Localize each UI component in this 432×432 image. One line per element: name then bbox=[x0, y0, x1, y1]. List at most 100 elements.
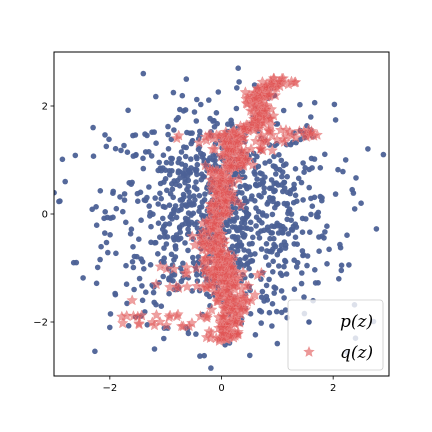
p-point bbox=[201, 352, 207, 359]
q-point bbox=[210, 229, 222, 241]
x-tick-label: −2 bbox=[102, 383, 117, 394]
p-point bbox=[249, 193, 255, 199]
q-point bbox=[168, 263, 180, 274]
p-point bbox=[107, 232, 113, 238]
p-point bbox=[164, 187, 170, 194]
p-point bbox=[351, 206, 358, 212]
p-point bbox=[213, 110, 220, 116]
p-point bbox=[276, 263, 282, 269]
p-point bbox=[212, 141, 219, 147]
p-point bbox=[80, 275, 86, 281]
q-point bbox=[224, 135, 236, 147]
p-point bbox=[269, 301, 276, 307]
p-point bbox=[294, 259, 301, 266]
p-point bbox=[182, 162, 189, 169]
p-point bbox=[136, 275, 143, 282]
p-point bbox=[194, 272, 200, 278]
p-point bbox=[165, 131, 171, 138]
p-point bbox=[161, 245, 167, 251]
q-point bbox=[154, 260, 167, 272]
q-point bbox=[240, 279, 252, 291]
p-point bbox=[168, 160, 175, 166]
p-point bbox=[223, 219, 229, 225]
y-tick-label: 2 bbox=[42, 102, 48, 113]
p-point bbox=[130, 244, 136, 250]
p-point bbox=[185, 226, 191, 232]
p-point bbox=[179, 196, 185, 203]
p-point bbox=[249, 258, 256, 264]
p-point bbox=[155, 220, 162, 226]
p-point bbox=[167, 214, 173, 220]
p-point bbox=[110, 214, 116, 221]
q-point bbox=[261, 134, 273, 146]
q-point bbox=[245, 143, 257, 154]
p-point bbox=[191, 184, 198, 190]
p-point bbox=[90, 124, 96, 131]
p-point bbox=[162, 204, 168, 210]
q-point bbox=[226, 260, 238, 272]
p-point bbox=[191, 193, 197, 199]
q-point bbox=[273, 75, 285, 87]
p-point bbox=[93, 280, 100, 287]
p-point bbox=[191, 109, 198, 115]
p-point bbox=[113, 250, 119, 257]
p-point bbox=[194, 219, 200, 226]
p-point bbox=[130, 153, 137, 159]
p-point bbox=[283, 161, 289, 167]
p-point bbox=[182, 220, 188, 227]
p-point bbox=[125, 323, 132, 329]
p-point bbox=[121, 142, 127, 149]
p-point bbox=[103, 239, 110, 246]
q-point bbox=[181, 280, 193, 292]
p-point bbox=[59, 156, 66, 163]
p-point bbox=[281, 295, 287, 301]
p-point bbox=[234, 85, 240, 91]
q-point bbox=[201, 309, 214, 321]
p-point bbox=[173, 214, 180, 221]
p-point bbox=[244, 213, 251, 220]
p-point bbox=[131, 286, 137, 293]
q-point bbox=[190, 262, 203, 274]
p-point bbox=[292, 166, 299, 172]
p-point bbox=[102, 209, 108, 215]
p-point bbox=[288, 217, 295, 223]
p-point bbox=[144, 322, 151, 328]
p-point bbox=[271, 290, 278, 296]
p-point bbox=[97, 188, 104, 194]
p-point bbox=[212, 157, 218, 164]
p-point bbox=[281, 185, 288, 191]
q-point bbox=[227, 279, 240, 291]
p-point bbox=[263, 254, 269, 260]
p-point bbox=[153, 93, 159, 100]
p-point bbox=[207, 115, 213, 122]
p-point bbox=[73, 259, 80, 266]
p-point bbox=[315, 214, 321, 220]
p-point bbox=[238, 220, 245, 226]
legend: p(z) q(z) bbox=[287, 299, 384, 371]
p-point bbox=[185, 177, 192, 184]
p-point bbox=[117, 194, 123, 200]
p-point bbox=[158, 195, 164, 202]
p-point bbox=[152, 195, 158, 201]
p-point bbox=[266, 276, 272, 283]
p-point bbox=[146, 184, 152, 190]
p-point bbox=[110, 188, 116, 195]
p-point bbox=[180, 108, 187, 114]
p-point bbox=[72, 152, 79, 159]
p-point bbox=[284, 202, 290, 209]
q-point bbox=[249, 288, 261, 300]
p-point bbox=[98, 243, 104, 250]
p-point bbox=[353, 175, 359, 181]
q-point bbox=[181, 261, 193, 273]
p-point bbox=[188, 165, 194, 171]
p-point bbox=[143, 289, 149, 296]
p-point bbox=[134, 253, 140, 260]
q-point bbox=[215, 321, 228, 333]
y-axis: −2 0 2 bbox=[33, 102, 54, 329]
p-point bbox=[307, 229, 313, 235]
q-point bbox=[244, 104, 257, 116]
p-point bbox=[344, 232, 350, 238]
p-point bbox=[137, 189, 144, 196]
p-point bbox=[54, 189, 57, 196]
